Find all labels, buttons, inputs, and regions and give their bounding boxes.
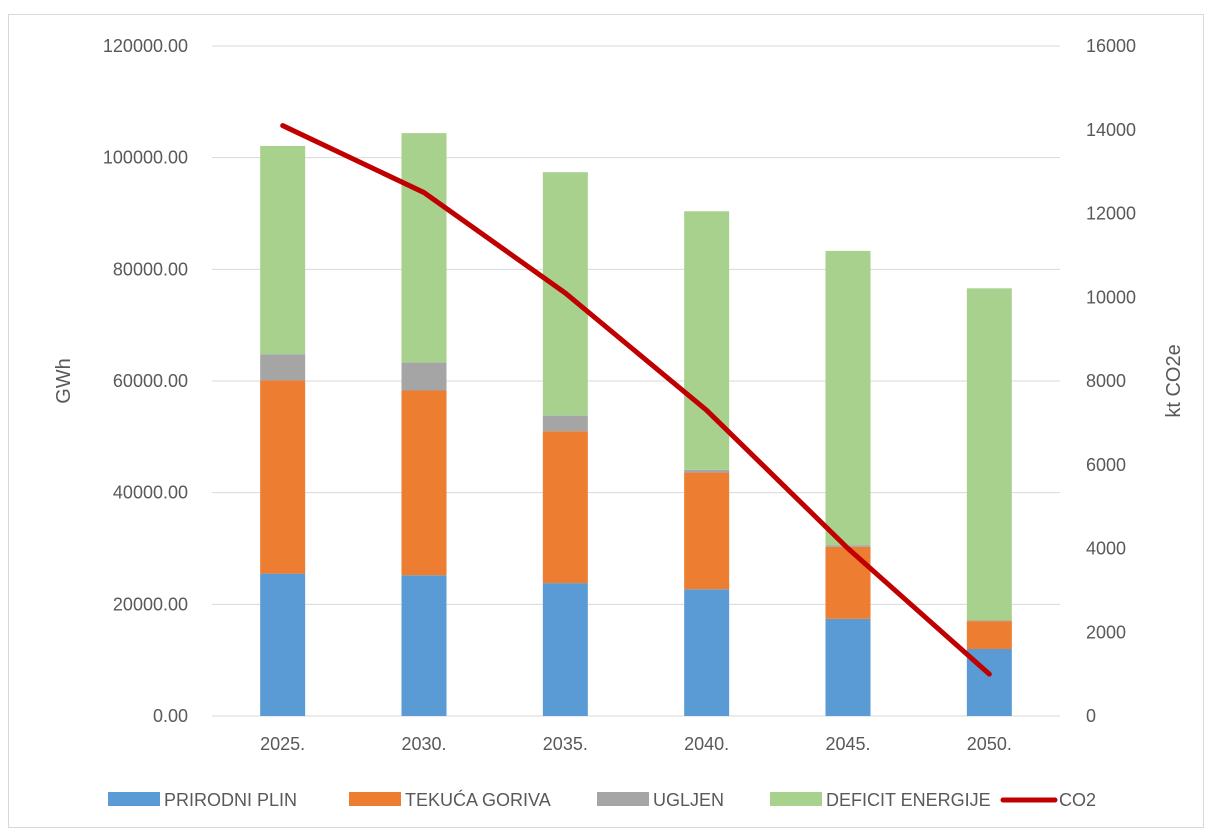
y-right-tick-label: 2000 xyxy=(1086,622,1126,642)
legend: PRIRODNI PLIN TEKUĆA GORIVA UGLJEN DEFICIT … xyxy=(108,789,1096,810)
legend-label: UGLJEN xyxy=(653,790,724,810)
x-tick-label: 2030. xyxy=(401,734,446,754)
bars xyxy=(260,133,1012,716)
y-right-tick-label: 14000 xyxy=(1086,120,1136,140)
bar-segment xyxy=(825,250,871,546)
y-right-tick-label: 0 xyxy=(1086,706,1096,726)
bar-segment xyxy=(966,288,1012,621)
bar-segment xyxy=(260,354,306,381)
y-tick-label: 100000.00 xyxy=(103,148,188,168)
y-right-tick-label: 6000 xyxy=(1086,455,1126,475)
x-tick-label: 2050. xyxy=(967,734,1012,754)
y-right-tick-label: 12000 xyxy=(1086,204,1136,224)
x-tick-label: 2025. xyxy=(260,734,305,754)
y-tick-label: 120000.00 xyxy=(103,36,188,56)
bar-segment xyxy=(401,362,447,391)
y-axis-title: GWh xyxy=(53,358,75,404)
grid-lines xyxy=(212,45,1060,717)
right-axis-ticks: 0 2000 4000 6000 8000 10000 12000 14000 16000 xyxy=(1086,36,1136,726)
bar-segment xyxy=(966,620,1012,622)
bar-segment xyxy=(684,211,730,470)
y-tick-label: 80000.00 xyxy=(113,259,188,279)
bar-segment xyxy=(401,133,447,363)
y-tick-label: 60000.00 xyxy=(113,371,188,391)
legend-swatch xyxy=(108,792,160,806)
legend-swatch xyxy=(349,792,401,806)
y-right-tick-label: 4000 xyxy=(1086,539,1126,559)
bar-segment xyxy=(825,546,871,619)
bar-segment xyxy=(684,589,730,716)
co2-line-path xyxy=(280,123,992,677)
legend-label: CO2 xyxy=(1059,790,1096,810)
y-axis-right-title: kt CO2e xyxy=(1163,344,1185,417)
x-tick-label: 2035. xyxy=(543,734,588,754)
left-axis-ticks: 0.00 20000.00 40000.00 60000.00 80000.00 1000… xyxy=(103,36,188,726)
legend-label: PRIRODNI PLIN xyxy=(164,790,297,810)
bar-segment xyxy=(401,575,447,716)
bar-segment xyxy=(260,145,306,355)
bar-segment xyxy=(542,431,588,584)
bar-segment xyxy=(542,415,588,432)
bar-segment xyxy=(260,573,306,716)
y-tick-label: 20000.00 xyxy=(113,594,188,614)
x-axis-ticks: 2025. 2030. 2035. 2040. 2045. 2050. xyxy=(260,734,1012,754)
legend-swatch xyxy=(597,792,649,806)
bar-segment xyxy=(260,380,306,574)
x-tick-label: 2045. xyxy=(825,734,870,754)
legend-swatch xyxy=(770,792,822,806)
y-tick-label: 0.00 xyxy=(153,706,188,726)
x-tick-label: 2040. xyxy=(684,734,729,754)
y-right-tick-label: 16000 xyxy=(1086,36,1136,56)
legend-label: DEFICIT ENERGIJE xyxy=(826,790,991,810)
y-tick-label: 40000.00 xyxy=(113,483,188,503)
y-right-tick-label: 8000 xyxy=(1086,371,1126,391)
co2-line xyxy=(280,123,992,677)
y-right-tick-label: 10000 xyxy=(1086,287,1136,307)
bar-segment xyxy=(542,583,588,716)
legend-label: TEKUĆA GORIVA xyxy=(405,789,551,810)
bar-segment xyxy=(401,390,447,576)
bar-segment xyxy=(966,621,1012,649)
bar-segment xyxy=(684,469,730,473)
bar-segment xyxy=(684,472,730,590)
bar-segment xyxy=(825,618,871,716)
